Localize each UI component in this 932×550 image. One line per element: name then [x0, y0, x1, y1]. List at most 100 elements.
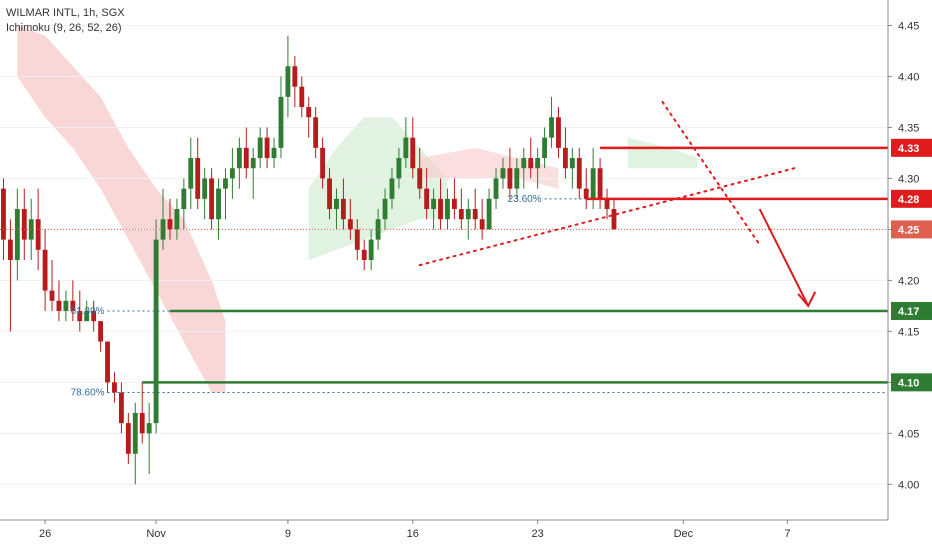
candle [431, 188, 437, 230]
candle-body [458, 209, 464, 220]
price-badge-label: 4.33 [898, 143, 919, 155]
candle [354, 219, 360, 260]
price-tick-label: 4.35 [898, 122, 919, 134]
candle [28, 198, 34, 260]
candle-body [278, 96, 284, 148]
candle [306, 96, 312, 138]
price-badge [891, 138, 932, 157]
candle [403, 117, 409, 169]
candle [597, 158, 603, 210]
candle-body [403, 137, 409, 159]
candle-body [250, 158, 256, 169]
candle-body [167, 219, 173, 230]
candle-body [174, 209, 180, 230]
candle-body [556, 117, 561, 148]
candle-body [445, 198, 450, 220]
candle-body [98, 321, 104, 342]
candle-body [500, 168, 506, 179]
candle-body [236, 147, 242, 169]
candle-body [521, 158, 527, 169]
candle-body [347, 219, 353, 230]
candle [112, 372, 117, 403]
candle-body [271, 147, 277, 159]
candle-body [153, 239, 159, 424]
candle [188, 137, 194, 210]
candle [549, 96, 554, 148]
candle-body [63, 300, 69, 311]
price-tick-label: 4.20 [898, 275, 919, 287]
price-axis: 4.00 4.05 4.10 4.15 4.20 4.25 4.30 4.35 4.40 4.45… [887, 0, 932, 520]
candle [528, 137, 534, 179]
candle [514, 158, 520, 199]
candle [361, 239, 367, 271]
candle [562, 127, 568, 179]
candle [132, 402, 138, 485]
candle [264, 127, 270, 169]
candle [451, 178, 457, 220]
candle-body [486, 198, 492, 230]
candle [14, 188, 20, 281]
candle [84, 300, 90, 322]
price-badge [891, 220, 932, 239]
time-tick-label: 26 [39, 528, 51, 540]
candle-body [21, 209, 27, 240]
candle [223, 168, 228, 220]
candle-body [77, 310, 83, 322]
candle [368, 229, 374, 271]
candle [521, 147, 527, 189]
candle-body [202, 178, 208, 199]
ichimoku-cloud [17, 25, 698, 393]
price-badge [891, 373, 932, 392]
candle [181, 178, 187, 230]
candle [445, 188, 450, 230]
price-tick-label: 4.15 [898, 326, 919, 338]
candle-body [424, 188, 430, 210]
candle [320, 137, 326, 189]
candle [424, 168, 430, 220]
candle-body [493, 178, 499, 199]
bearish-cloud [17, 25, 226, 393]
candle [458, 188, 464, 230]
candle [250, 147, 256, 199]
time-tick-label: 9 [285, 528, 291, 540]
candle [35, 188, 41, 271]
candle-body [264, 137, 270, 159]
candle-body [569, 158, 575, 169]
candle-body [334, 198, 339, 210]
fib-label: 23.60% [508, 194, 542, 205]
candle [209, 168, 215, 230]
candle-body [285, 66, 291, 97]
ascending-trendline [418, 167, 796, 267]
candle-body [118, 392, 124, 424]
candle-body [299, 86, 305, 108]
candle-body [49, 290, 55, 301]
candle [604, 188, 610, 220]
candle [63, 290, 69, 322]
symbol-title: WILMAR INTL, 1h, SGX [6, 7, 125, 19]
candle [438, 178, 443, 230]
candle-body [223, 178, 228, 189]
candle [70, 280, 76, 322]
candle-body [306, 107, 312, 118]
fib-label: 61.80% [71, 306, 105, 317]
price-tick-label: 4.40 [898, 71, 919, 83]
candle [105, 341, 110, 393]
candle-body [1, 188, 6, 240]
candle-body [465, 209, 471, 220]
candle [340, 178, 346, 230]
candle [292, 56, 298, 108]
candle-body [181, 188, 187, 210]
candle [611, 198, 617, 230]
candle-body [451, 198, 457, 210]
indicator-title: Ichimoku (9, 26, 52, 26) [6, 22, 122, 34]
candle [542, 127, 548, 169]
candle [396, 147, 402, 189]
candle-body [188, 158, 194, 189]
candle [91, 300, 97, 332]
candle-body [327, 178, 332, 210]
price-tick-label: 4.45 [898, 20, 919, 32]
candle [243, 127, 249, 179]
candle-body [410, 137, 416, 169]
candle-body [576, 158, 582, 189]
